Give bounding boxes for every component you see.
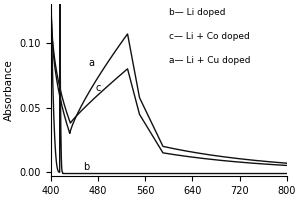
Y-axis label: Absorbance: Absorbance xyxy=(4,59,14,121)
Text: a— Li + Cu doped: a— Li + Cu doped xyxy=(169,56,250,65)
Text: c: c xyxy=(95,83,100,93)
Text: b: b xyxy=(83,162,90,172)
Text: b— Li doped: b— Li doped xyxy=(169,8,225,17)
Text: c— Li + Co doped: c— Li + Co doped xyxy=(169,32,250,41)
Text: a: a xyxy=(88,58,94,68)
